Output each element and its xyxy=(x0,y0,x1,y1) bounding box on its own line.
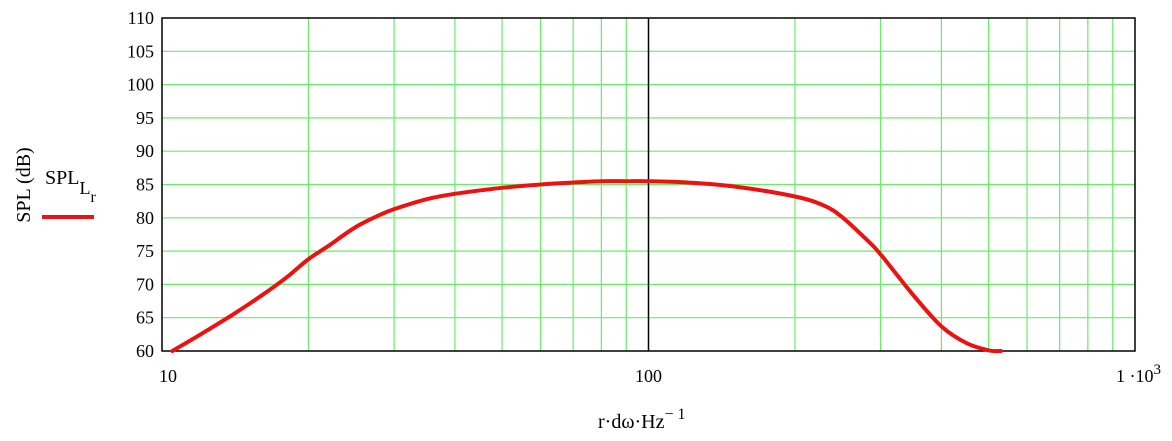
x-tick-label: 1 ·103 xyxy=(1116,362,1161,386)
legend: SPLLr xyxy=(42,167,96,219)
series-line-spl-lr xyxy=(170,179,1003,354)
legend-label: SPLLr xyxy=(45,167,96,206)
y-tick-label: 95 xyxy=(136,108,154,128)
y-axis-label: SPL (dB) xyxy=(13,147,35,222)
y-tick-label: 80 xyxy=(136,208,154,228)
y-tick-label: 100 xyxy=(127,75,154,95)
x-axis-label: r·dω·Hz− 1 xyxy=(598,406,686,433)
y-tick-label: 70 xyxy=(136,274,154,294)
y-tick-label: 75 xyxy=(136,241,154,261)
x-tick-labels: 10 100 1 ·103 xyxy=(159,362,1161,386)
y-tick-label: 110 xyxy=(128,8,154,28)
y-tick-label: 60 xyxy=(136,341,154,361)
y-tick-labels: 60 65 70 75 80 85 90 95 100 105 110 xyxy=(127,8,154,361)
x-tick-label: 100 xyxy=(635,366,662,386)
x-tick-label: 10 xyxy=(159,366,177,386)
y-tick-label: 65 xyxy=(136,308,154,328)
y-tick-label: 105 xyxy=(127,41,154,61)
y-tick-label: 85 xyxy=(136,175,154,195)
y-tick-label: 90 xyxy=(136,141,154,161)
